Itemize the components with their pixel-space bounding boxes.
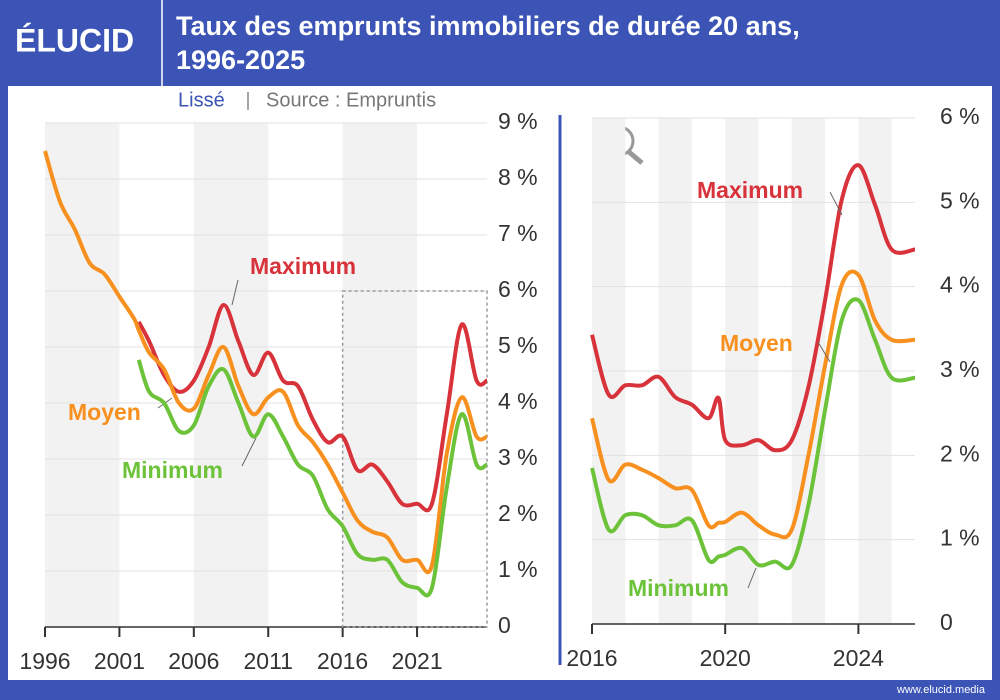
line bbox=[43, 150, 488, 575]
y-tick-label: 4 % bbox=[498, 388, 538, 414]
x-tick-label: 2006 bbox=[168, 648, 219, 674]
x-tick-label: 2011 bbox=[243, 648, 292, 674]
series-label: Maximum bbox=[250, 253, 356, 279]
y-tick-label: 7 % bbox=[498, 220, 538, 246]
leader-line bbox=[817, 341, 831, 363]
x-tick-label: 2021 bbox=[391, 648, 442, 674]
x-tick-label: 1996 bbox=[19, 648, 70, 674]
x-tick-label: 2016 bbox=[566, 645, 617, 671]
x-tick-label: 2001 bbox=[94, 648, 145, 674]
y-tick-label: 3 % bbox=[940, 356, 980, 382]
leader-line bbox=[241, 437, 257, 467]
x-tick-label: 2024 bbox=[833, 645, 884, 671]
zoom-box bbox=[341, 290, 488, 628]
band bbox=[45, 123, 120, 627]
series-label: Minimum bbox=[628, 575, 729, 601]
y-tick-label: 5 % bbox=[940, 187, 980, 213]
line bbox=[590, 269, 916, 540]
y-tick-label: 1 % bbox=[498, 556, 538, 582]
leader-line bbox=[231, 279, 239, 306]
line bbox=[590, 163, 916, 453]
y-tick-label: 0 bbox=[498, 612, 511, 638]
footer: www.elucid.media bbox=[896, 684, 986, 696]
y-tick-label: 1 % bbox=[940, 525, 980, 551]
y-tick-label: 9 % bbox=[498, 108, 538, 134]
y-tick-label: 6 % bbox=[940, 103, 980, 129]
y-tick-label: 3 % bbox=[498, 444, 538, 470]
y-tick-label: 5 % bbox=[498, 332, 538, 358]
x-tick-label: 2016 bbox=[317, 648, 368, 674]
x-tick-label: 2020 bbox=[700, 645, 751, 671]
y-tick-label: 6 % bbox=[498, 276, 538, 302]
title: Taux des emprunts immobiliers de durée 2… bbox=[176, 11, 800, 41]
y-tick-label: 0 bbox=[940, 609, 953, 635]
y-tick-label: 2 % bbox=[498, 500, 538, 526]
line bbox=[136, 359, 488, 598]
series-label: Moyen bbox=[720, 330, 793, 356]
source: Source : Empruntis bbox=[266, 89, 436, 111]
subtitle: Lissé bbox=[178, 89, 225, 111]
line bbox=[590, 297, 916, 571]
band bbox=[342, 123, 418, 627]
leader-line bbox=[747, 567, 757, 589]
y-tick-label: 2 % bbox=[940, 440, 980, 466]
leader-line bbox=[829, 191, 843, 216]
title: 1996-2025 bbox=[176, 45, 305, 75]
logo: ÉLUCID bbox=[15, 22, 134, 58]
series-label: Moyen bbox=[68, 399, 141, 425]
series-label: Minimum bbox=[122, 457, 223, 483]
y-tick-label: 8 % bbox=[498, 164, 538, 190]
y-tick-label: 4 % bbox=[940, 272, 980, 298]
series-label: Maximum bbox=[697, 177, 803, 203]
line bbox=[136, 303, 488, 513]
